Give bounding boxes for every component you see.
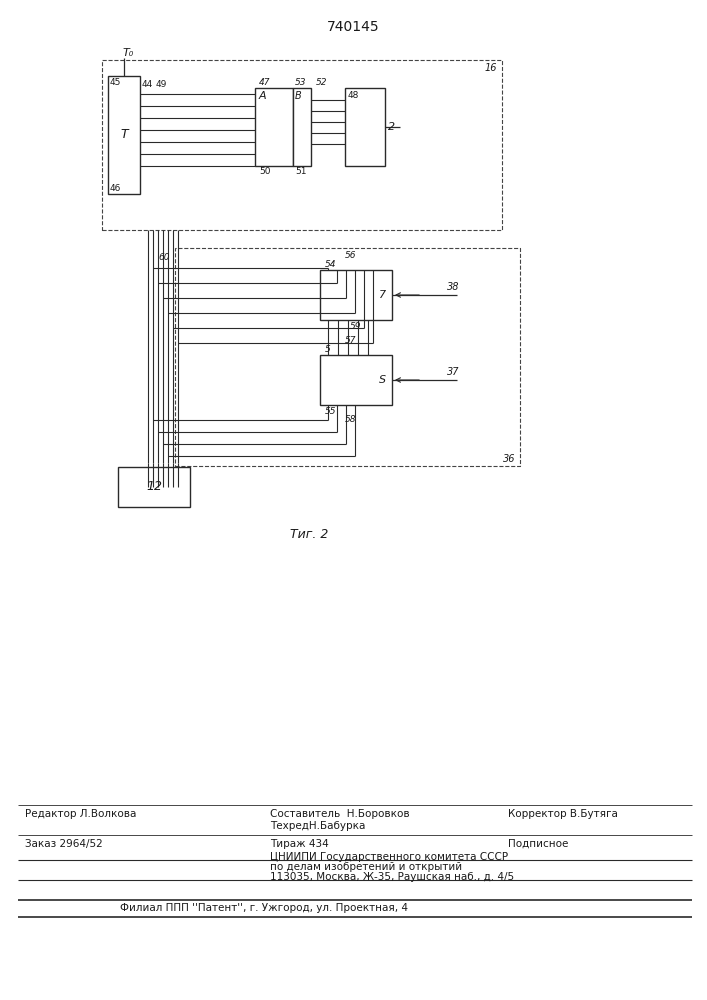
Text: 7: 7 [379, 290, 386, 300]
Text: Филиал ППП ''Патент'', г. Ужгород, ул. Проектная, 4: Филиал ППП ''Патент'', г. Ужгород, ул. П… [120, 903, 408, 913]
Text: 47: 47 [259, 78, 271, 87]
Text: 46: 46 [110, 184, 122, 193]
Text: 57: 57 [345, 336, 356, 345]
Text: 38: 38 [447, 282, 460, 292]
Text: 113035, Москва, Ж-35, Раушская наб., д. 4/5: 113035, Москва, Ж-35, Раушская наб., д. … [270, 872, 514, 882]
Bar [108, 76, 140, 194]
Text: ТехредН.Бабурка: ТехредН.Бабурка [270, 821, 366, 831]
Text: 5: 5 [325, 345, 331, 354]
Text: 12: 12 [146, 481, 162, 493]
Text: 45: 45 [110, 78, 122, 87]
Text: 44: 44 [142, 80, 153, 89]
Text: 16: 16 [484, 63, 497, 73]
Text: 55: 55 [325, 407, 337, 416]
Text: 52: 52 [316, 78, 327, 87]
Text: ЦНИИПИ Государственного комитета СССР: ЦНИИПИ Государственного комитета СССР [270, 852, 508, 862]
Text: 740145: 740145 [327, 20, 380, 34]
Bar [320, 270, 392, 320]
Bar [320, 355, 392, 405]
Text: T₀: T₀ [123, 48, 134, 58]
Text: по делам изобретений и открытий: по делам изобретений и открытий [270, 862, 462, 872]
Text: 58: 58 [345, 415, 356, 424]
Bar [175, 248, 520, 466]
Text: 48: 48 [348, 91, 359, 100]
Text: Заказ 2964/52: Заказ 2964/52 [25, 839, 103, 849]
Text: 60: 60 [158, 253, 170, 262]
Text: 50: 50 [259, 167, 271, 176]
Bar [102, 60, 502, 230]
Bar [255, 88, 293, 166]
Text: 59: 59 [350, 322, 361, 331]
Text: S: S [379, 375, 386, 385]
Text: Редактор Л.Волкова: Редактор Л.Волкова [25, 809, 136, 819]
Text: T: T [120, 128, 128, 141]
Text: 56: 56 [345, 251, 356, 260]
Text: 49: 49 [156, 80, 168, 89]
Text: 2: 2 [388, 122, 395, 132]
Text: 37: 37 [447, 367, 460, 377]
Bar [293, 88, 311, 166]
Text: 51: 51 [295, 167, 307, 176]
Text: 53: 53 [295, 78, 307, 87]
Text: Составитель  Н.Боровков: Составитель Н.Боровков [270, 809, 409, 819]
Text: Подписное: Подписное [508, 839, 568, 849]
Text: Тираж 434: Тираж 434 [270, 839, 329, 849]
Text: B: B [295, 91, 302, 101]
Text: A: A [259, 91, 267, 101]
Text: 36: 36 [503, 454, 515, 464]
Bar [345, 88, 385, 166]
Text: Корректор В.Бутяга: Корректор В.Бутяга [508, 809, 618, 819]
Bar [118, 467, 190, 507]
Text: Τиг. 2: Τиг. 2 [290, 528, 328, 541]
Text: 54: 54 [325, 260, 337, 269]
